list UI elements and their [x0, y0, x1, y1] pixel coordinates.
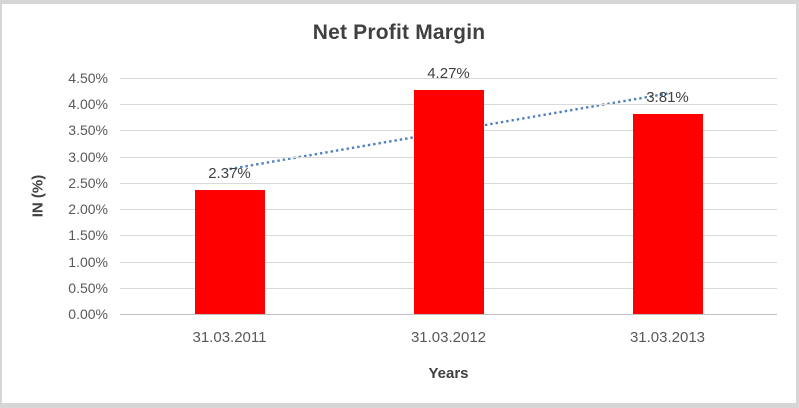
y-tick-label: 3.00%	[68, 148, 108, 165]
data-label: 3.81%	[646, 89, 689, 107]
chart-title: Net Profit Margin	[312, 21, 486, 44]
x-tick-label: 31.03.2013	[629, 329, 706, 346]
bar	[413, 90, 484, 314]
x-axis-title: Years	[428, 365, 469, 382]
bar	[194, 189, 265, 314]
y-tick-label: 4.50%	[68, 70, 108, 86]
x-tick-label: 31.03.2011	[192, 329, 267, 346]
data-label: 2.37%	[208, 164, 251, 182]
plot-area: 2.37% 4.27% 3.81%	[120, 66, 777, 315]
y-tick-label: 1.50%	[68, 227, 108, 244]
y-tick-label: 4.00%	[68, 96, 108, 113]
y-tick-label: 1.00%	[68, 253, 108, 270]
y-tick-label: 2.00%	[68, 201, 108, 218]
gridline	[120, 78, 777, 79]
y-tick-label: 0.00%	[68, 306, 108, 322]
bar	[632, 114, 703, 314]
x-axis-line	[120, 314, 777, 315]
x-tick-label: 31.03.2012	[410, 329, 487, 346]
y-tick-label: 3.50%	[68, 122, 108, 139]
data-label: 4.27%	[427, 65, 470, 83]
y-tick-label: 2.50%	[68, 174, 108, 191]
y-tick-label: 0.50%	[68, 279, 108, 296]
